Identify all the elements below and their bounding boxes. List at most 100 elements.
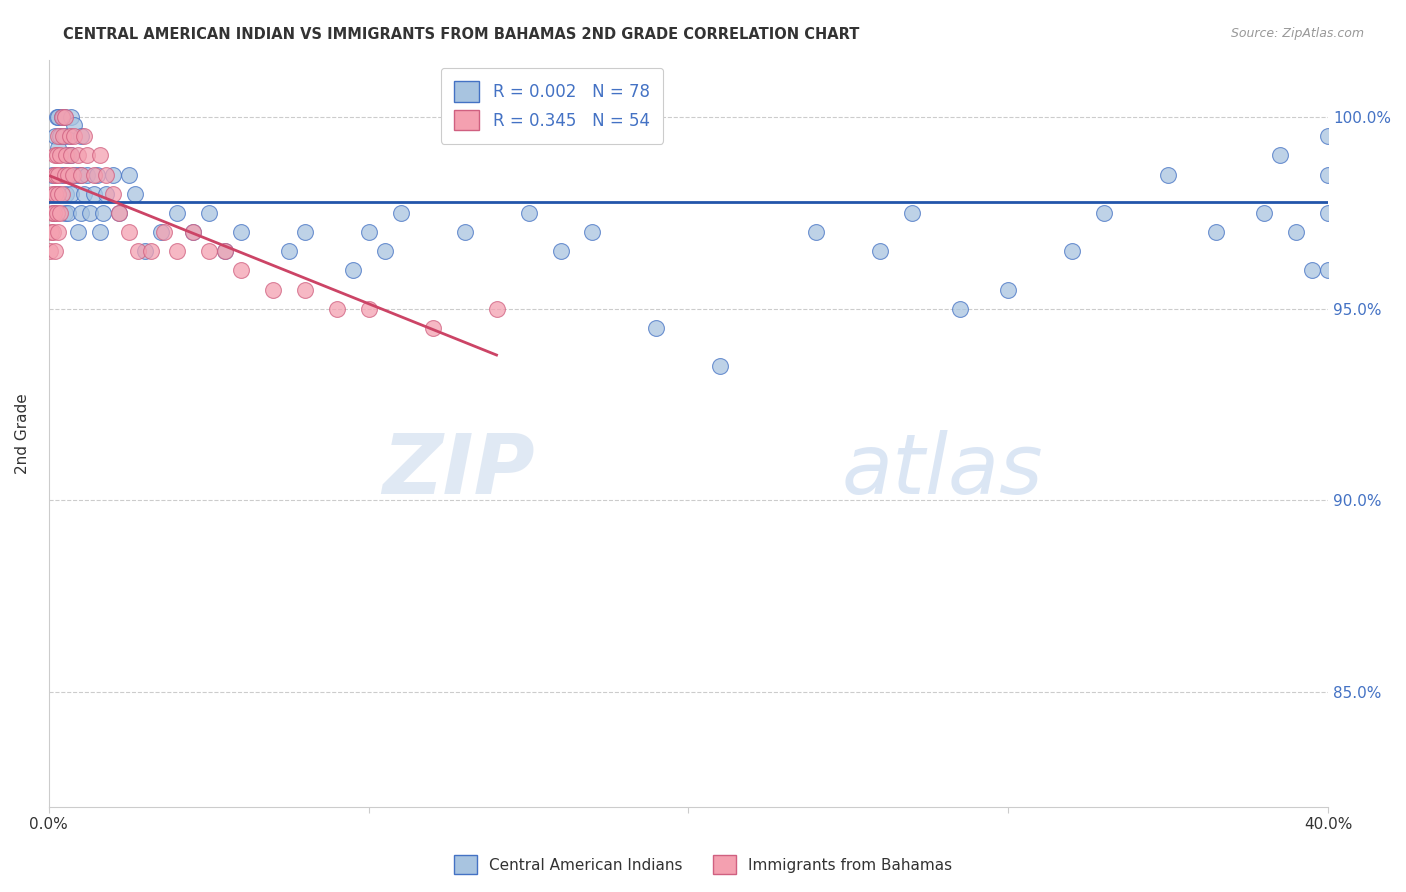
Point <box>46 168 69 182</box>
Point <box>153 225 176 239</box>
Point <box>76 148 98 162</box>
Point <box>357 225 380 239</box>
Point <box>51 110 73 124</box>
Point <box>166 206 188 220</box>
Text: CENTRAL AMERICAN INDIAN VS IMMIGRANTS FROM BAHAMAS 2ND GRADE CORRELATION CHART: CENTRAL AMERICAN INDIAN VS IMMIGRANTS FR… <box>63 27 859 42</box>
Point <box>149 225 172 239</box>
Point <box>118 225 141 239</box>
Point <box>60 148 83 162</box>
Point <box>46 225 69 239</box>
Point <box>645 321 668 335</box>
Point <box>63 168 86 182</box>
Point <box>52 110 75 124</box>
Point <box>1157 168 1180 182</box>
Point <box>44 186 66 201</box>
Point <box>53 168 76 182</box>
Point <box>389 206 412 220</box>
Point <box>49 206 72 220</box>
Y-axis label: 2nd Grade: 2nd Grade <box>15 392 30 474</box>
Point <box>108 206 131 220</box>
Point <box>73 129 96 144</box>
Point <box>453 225 475 239</box>
Point <box>45 110 67 124</box>
Point <box>1317 168 1340 182</box>
Point <box>214 244 236 259</box>
Point <box>1301 263 1323 277</box>
Point <box>197 206 219 220</box>
Point <box>42 168 65 182</box>
Point <box>73 186 96 201</box>
Point <box>127 244 149 259</box>
Point <box>485 301 508 316</box>
Point <box>101 186 124 201</box>
Text: Source: ZipAtlas.com: Source: ZipAtlas.com <box>1230 27 1364 40</box>
Point <box>949 301 972 316</box>
Point <box>86 168 108 182</box>
Point <box>56 148 79 162</box>
Point <box>51 186 73 201</box>
Point <box>709 359 731 374</box>
Point <box>60 148 83 162</box>
Point <box>79 206 101 220</box>
Point <box>108 206 131 220</box>
Point <box>44 148 66 162</box>
Point <box>869 244 891 259</box>
Point <box>96 168 118 182</box>
Point <box>422 321 444 335</box>
Point <box>69 129 91 144</box>
Point <box>1092 206 1115 220</box>
Point <box>1317 129 1340 144</box>
Point <box>997 283 1019 297</box>
Point <box>581 225 603 239</box>
Point <box>63 129 86 144</box>
Point <box>60 186 83 201</box>
Point <box>39 244 62 259</box>
Point <box>44 244 66 259</box>
Point <box>1317 263 1340 277</box>
Point <box>44 129 66 144</box>
Point <box>69 206 91 220</box>
Point <box>42 206 65 220</box>
Point <box>229 263 252 277</box>
Text: ZIP: ZIP <box>382 430 534 511</box>
Point <box>118 168 141 182</box>
Point <box>89 148 111 162</box>
Point <box>1317 206 1340 220</box>
Point <box>41 206 63 220</box>
Point <box>1268 148 1291 162</box>
Point <box>277 244 299 259</box>
Point <box>1062 244 1084 259</box>
Point <box>134 244 156 259</box>
Point <box>49 148 72 162</box>
Point <box>58 129 80 144</box>
Point <box>83 186 105 201</box>
Point <box>294 283 316 297</box>
Point <box>51 168 73 182</box>
Point <box>166 244 188 259</box>
Point <box>62 168 84 182</box>
Point <box>56 168 79 182</box>
Text: atlas: atlas <box>842 430 1043 511</box>
Point <box>69 168 91 182</box>
Legend: Central American Indians, Immigrants from Bahamas: Central American Indians, Immigrants fro… <box>447 849 959 880</box>
Point <box>53 206 76 220</box>
Point <box>66 168 89 182</box>
Point <box>45 148 67 162</box>
Point <box>51 110 73 124</box>
Point <box>66 225 89 239</box>
Point <box>53 110 76 124</box>
Point <box>181 225 204 239</box>
Point <box>517 206 540 220</box>
Point <box>124 186 146 201</box>
Point <box>1205 225 1227 239</box>
Point <box>53 110 76 124</box>
Point <box>53 129 76 144</box>
Point <box>139 244 162 259</box>
Point <box>49 129 72 144</box>
Point <box>901 206 924 220</box>
Point <box>46 110 69 124</box>
Point <box>1253 206 1275 220</box>
Point <box>55 186 77 201</box>
Point <box>374 244 396 259</box>
Legend: R = 0.002   N = 78, R = 0.345   N = 54: R = 0.002 N = 78, R = 0.345 N = 54 <box>441 68 662 144</box>
